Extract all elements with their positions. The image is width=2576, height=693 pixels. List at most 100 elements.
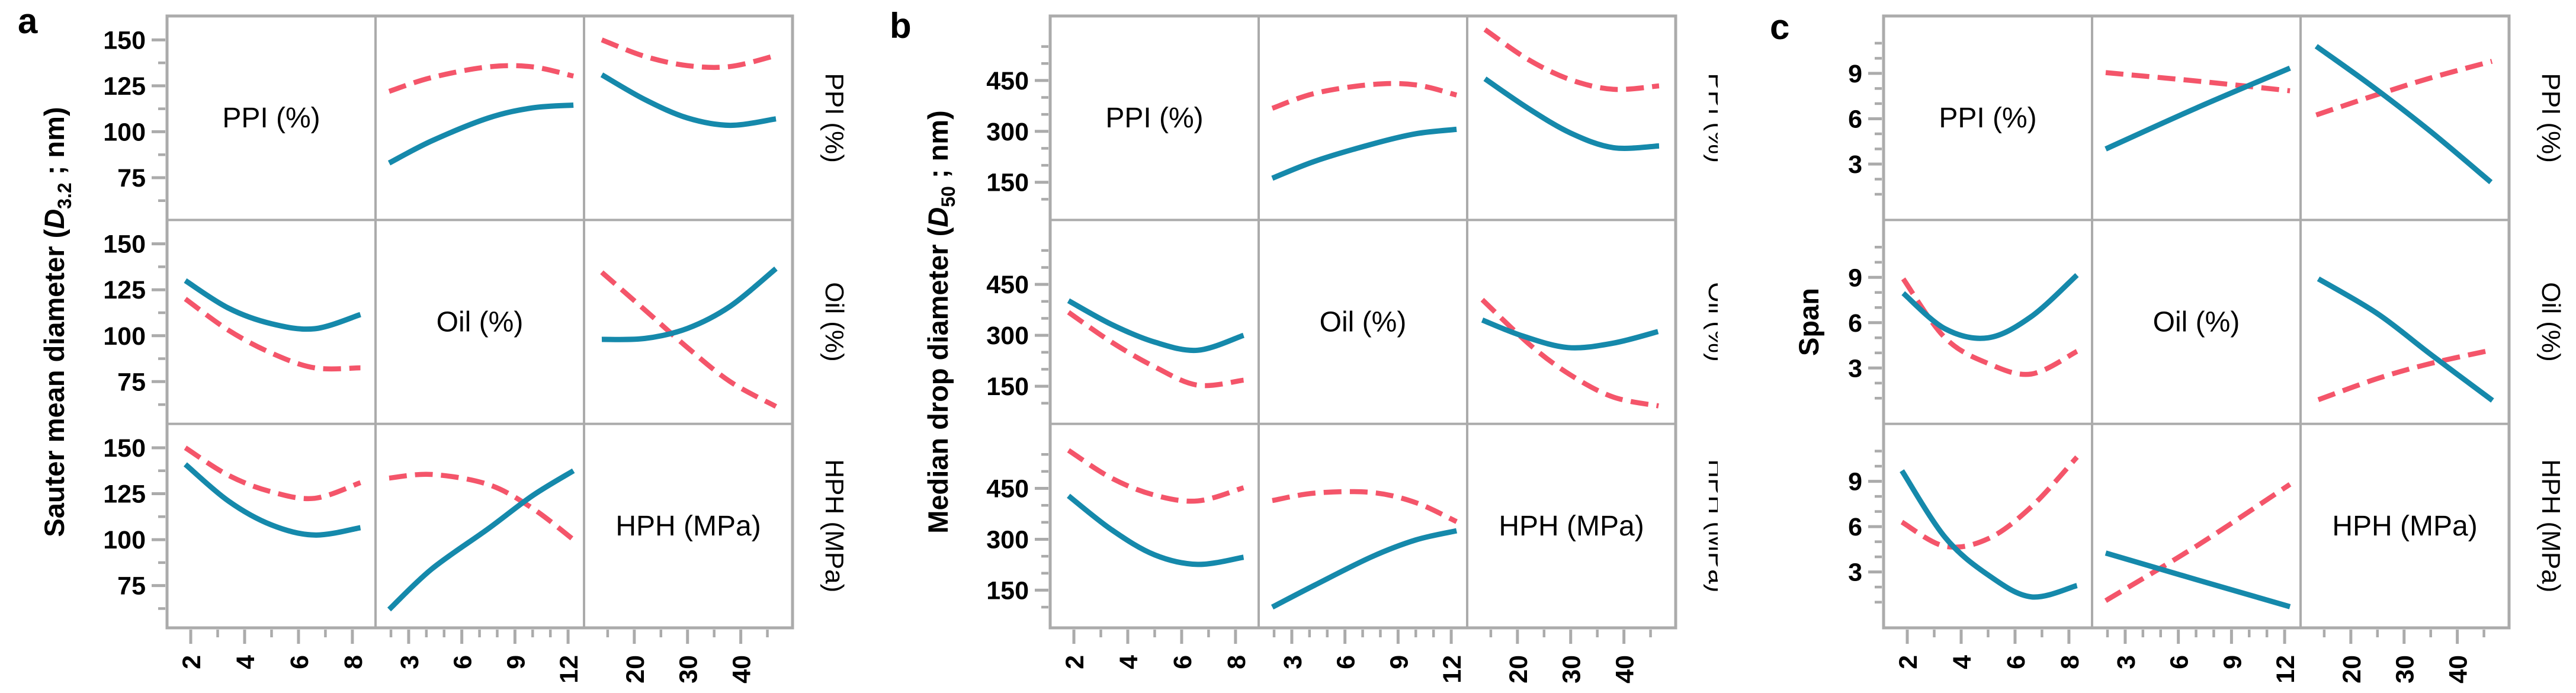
y-tick-label: 100 [103, 526, 146, 554]
x-tick-label: 6 [1332, 655, 1361, 669]
y-tick-label: 100 [103, 118, 146, 146]
x-tick-label: 12 [2272, 655, 2300, 684]
y-axis-title: Span [1793, 288, 1824, 356]
grid-outer-border [1048, 14, 1677, 630]
curve-dashed-r2c1-panel-c [1901, 277, 2078, 377]
curve-solid-r3c2-panel-a [387, 468, 575, 612]
curve-solid-r1c2-panel-a [387, 102, 574, 166]
y-axis-title-subscript: 3.2 [54, 182, 75, 208]
y-axis-title-suffix: ; nm) [39, 107, 70, 182]
row-factor-label: PPI (%) [820, 73, 849, 163]
y-tick-label: 150 [986, 373, 1029, 401]
y-axis-title-variable: D [39, 209, 70, 229]
x-tick-label: 3 [2112, 655, 2141, 669]
x-tick-label: 3 [1279, 655, 1307, 669]
curve-solid-r3c2-panel-b [1271, 528, 1458, 609]
curve-dashed-r1c3-panel-b [1483, 27, 1660, 92]
curve-dashed-r3c2-panel-a [389, 471, 575, 542]
y-tick-label: 3 [1848, 150, 1862, 179]
y-tick-label: 125 [103, 480, 146, 509]
y-tick-label: 9 [1848, 468, 1862, 496]
x-tick-label: 20 [1504, 655, 1533, 684]
curve-dashed-r3c1-panel-a [184, 445, 361, 502]
curve-dashed-r3c1-panel-c [1900, 455, 2079, 550]
y-axis-title-subscript: 50 [938, 186, 959, 207]
diagonal-factor-label: HPH (MPa) [1499, 511, 1644, 542]
y-axis-title-text: Span [1793, 288, 1824, 356]
x-tick-label: 6 [2166, 655, 2194, 669]
curve-solid-r3c1-panel-c [1900, 469, 2078, 600]
x-tick-label: 4 [1115, 655, 1143, 669]
diagonal-factor-label: Oil (%) [437, 306, 524, 338]
y-tick-label: 75 [117, 572, 146, 601]
x-tick-label: 30 [1558, 655, 1586, 684]
curve-solid-r2c3-panel-c [2317, 276, 2494, 403]
profiler-grid-a: 150 125 100 75 150 125 100 75 150 125 100 75 2 4 6 8 3 6 9… [39, 14, 849, 684]
row-factor-label: PPI (%) [1703, 73, 1718, 163]
curve-solid-r2c3-panel-a [601, 267, 778, 342]
y-tick-label: 6 [1848, 105, 1862, 133]
panel-c: c 9 6 3 9 6 3 9 6 3 2 4 6 8 3 6 9 12 20 30 40 PPI (%) Oil (%)… [1718, 0, 2576, 693]
y-tick-label: 6 [1848, 309, 1862, 338]
x-tick-label: 12 [555, 655, 583, 684]
x-tick-label: 8 [2056, 655, 2084, 669]
curve-solid-r1c2-panel-c [2105, 65, 2291, 152]
y-tick-label: 450 [986, 67, 1029, 95]
x-tick-label: 2 [1061, 655, 1089, 669]
y-axis-title-suffix: ; nm) [922, 110, 954, 186]
x-tick-label: 2 [178, 655, 206, 669]
curve-solid-r1c2-panel-b [1271, 126, 1457, 181]
diagonal-factor-label: PPI (%) [1105, 102, 1203, 134]
diagonal-factor-label: Oil (%) [2153, 306, 2240, 338]
row-factor-label: HPH (MPa) [820, 459, 849, 592]
x-tick-label: 4 [232, 655, 260, 669]
x-tick-label: 20 [621, 655, 650, 684]
diagonal-factor-label: PPI (%) [222, 102, 320, 134]
y-tick-label: 150 [986, 169, 1029, 197]
row-factor-label: HPH (MPa) [2536, 459, 2565, 592]
curve-solid-r3c1-panel-a [183, 462, 361, 538]
y-tick-label: 75 [117, 368, 146, 396]
y-axis-title-variable: D [922, 207, 954, 227]
curve-solid-r1c3-panel-a [600, 72, 777, 129]
x-tick-label: 9 [2218, 655, 2247, 669]
curve-dashed-r3c2-panel-c [2104, 482, 2292, 603]
row-factor-label: PPI (%) [2536, 73, 2565, 163]
x-tick-label: 8 [1223, 655, 1251, 669]
x-tick-label: 30 [675, 655, 703, 684]
y-tick-label: 3 [1848, 354, 1862, 383]
y-axis-title: Median drop diameter (D50 ; nm) [922, 110, 959, 534]
curve-solid-r1c3-panel-c [2314, 44, 2493, 185]
x-tick-label: 8 [339, 655, 368, 669]
curve-solid-r1c3-panel-b [1483, 76, 1660, 151]
diagonal-factor-label: Oil (%) [1320, 306, 1407, 338]
panel-letter-b: b [890, 6, 912, 46]
y-tick-label: 300 [986, 322, 1029, 350]
panel-letter-c: c [1770, 7, 1790, 47]
y-tick-label: 150 [986, 576, 1029, 605]
panel-a: a 150 125 100 75 150 125 100 75 150 125 100 75 2 4 6 8 3… [0, 0, 859, 693]
x-tick-label: 9 [502, 655, 530, 669]
curve-dashed-r3c2-panel-b [1272, 489, 1458, 524]
curve-solid-r2c1-panel-b [1067, 298, 1244, 354]
curve-dashed-r1c2-panel-c [2105, 70, 2291, 94]
y-axis-title: Sauter mean diameter (D3.2 ; nm) [39, 107, 75, 537]
y-tick-label: 450 [986, 271, 1029, 299]
x-tick-label: 6 [2002, 655, 2030, 669]
diagonal-factor-label: HPH (MPa) [615, 511, 761, 542]
y-tick-label: 450 [986, 475, 1029, 503]
profiler-grid-b: 450 300 150 450 300 150 450 300 150 2 4 6 8 3 6 9 12 20 30… [922, 14, 1718, 684]
curve-solid-r2c1-panel-c [1901, 273, 2079, 341]
y-tick-label: 100 [103, 322, 146, 351]
y-tick-label: 6 [1848, 513, 1862, 541]
curve-dashed-r1c3-panel-c [2315, 59, 2493, 118]
y-tick-label: 300 [986, 525, 1029, 554]
y-axis-title-text: Median drop diameter ( [922, 227, 954, 533]
diagonal-factor-label: PPI (%) [1939, 102, 2036, 134]
curve-dashed-r2c1-panel-b [1067, 310, 1244, 389]
x-tick-label: 12 [1438, 655, 1467, 684]
x-tick-label: 40 [728, 655, 756, 684]
x-tick-label: 40 [2445, 655, 2473, 684]
y-tick-label: 125 [103, 276, 146, 304]
